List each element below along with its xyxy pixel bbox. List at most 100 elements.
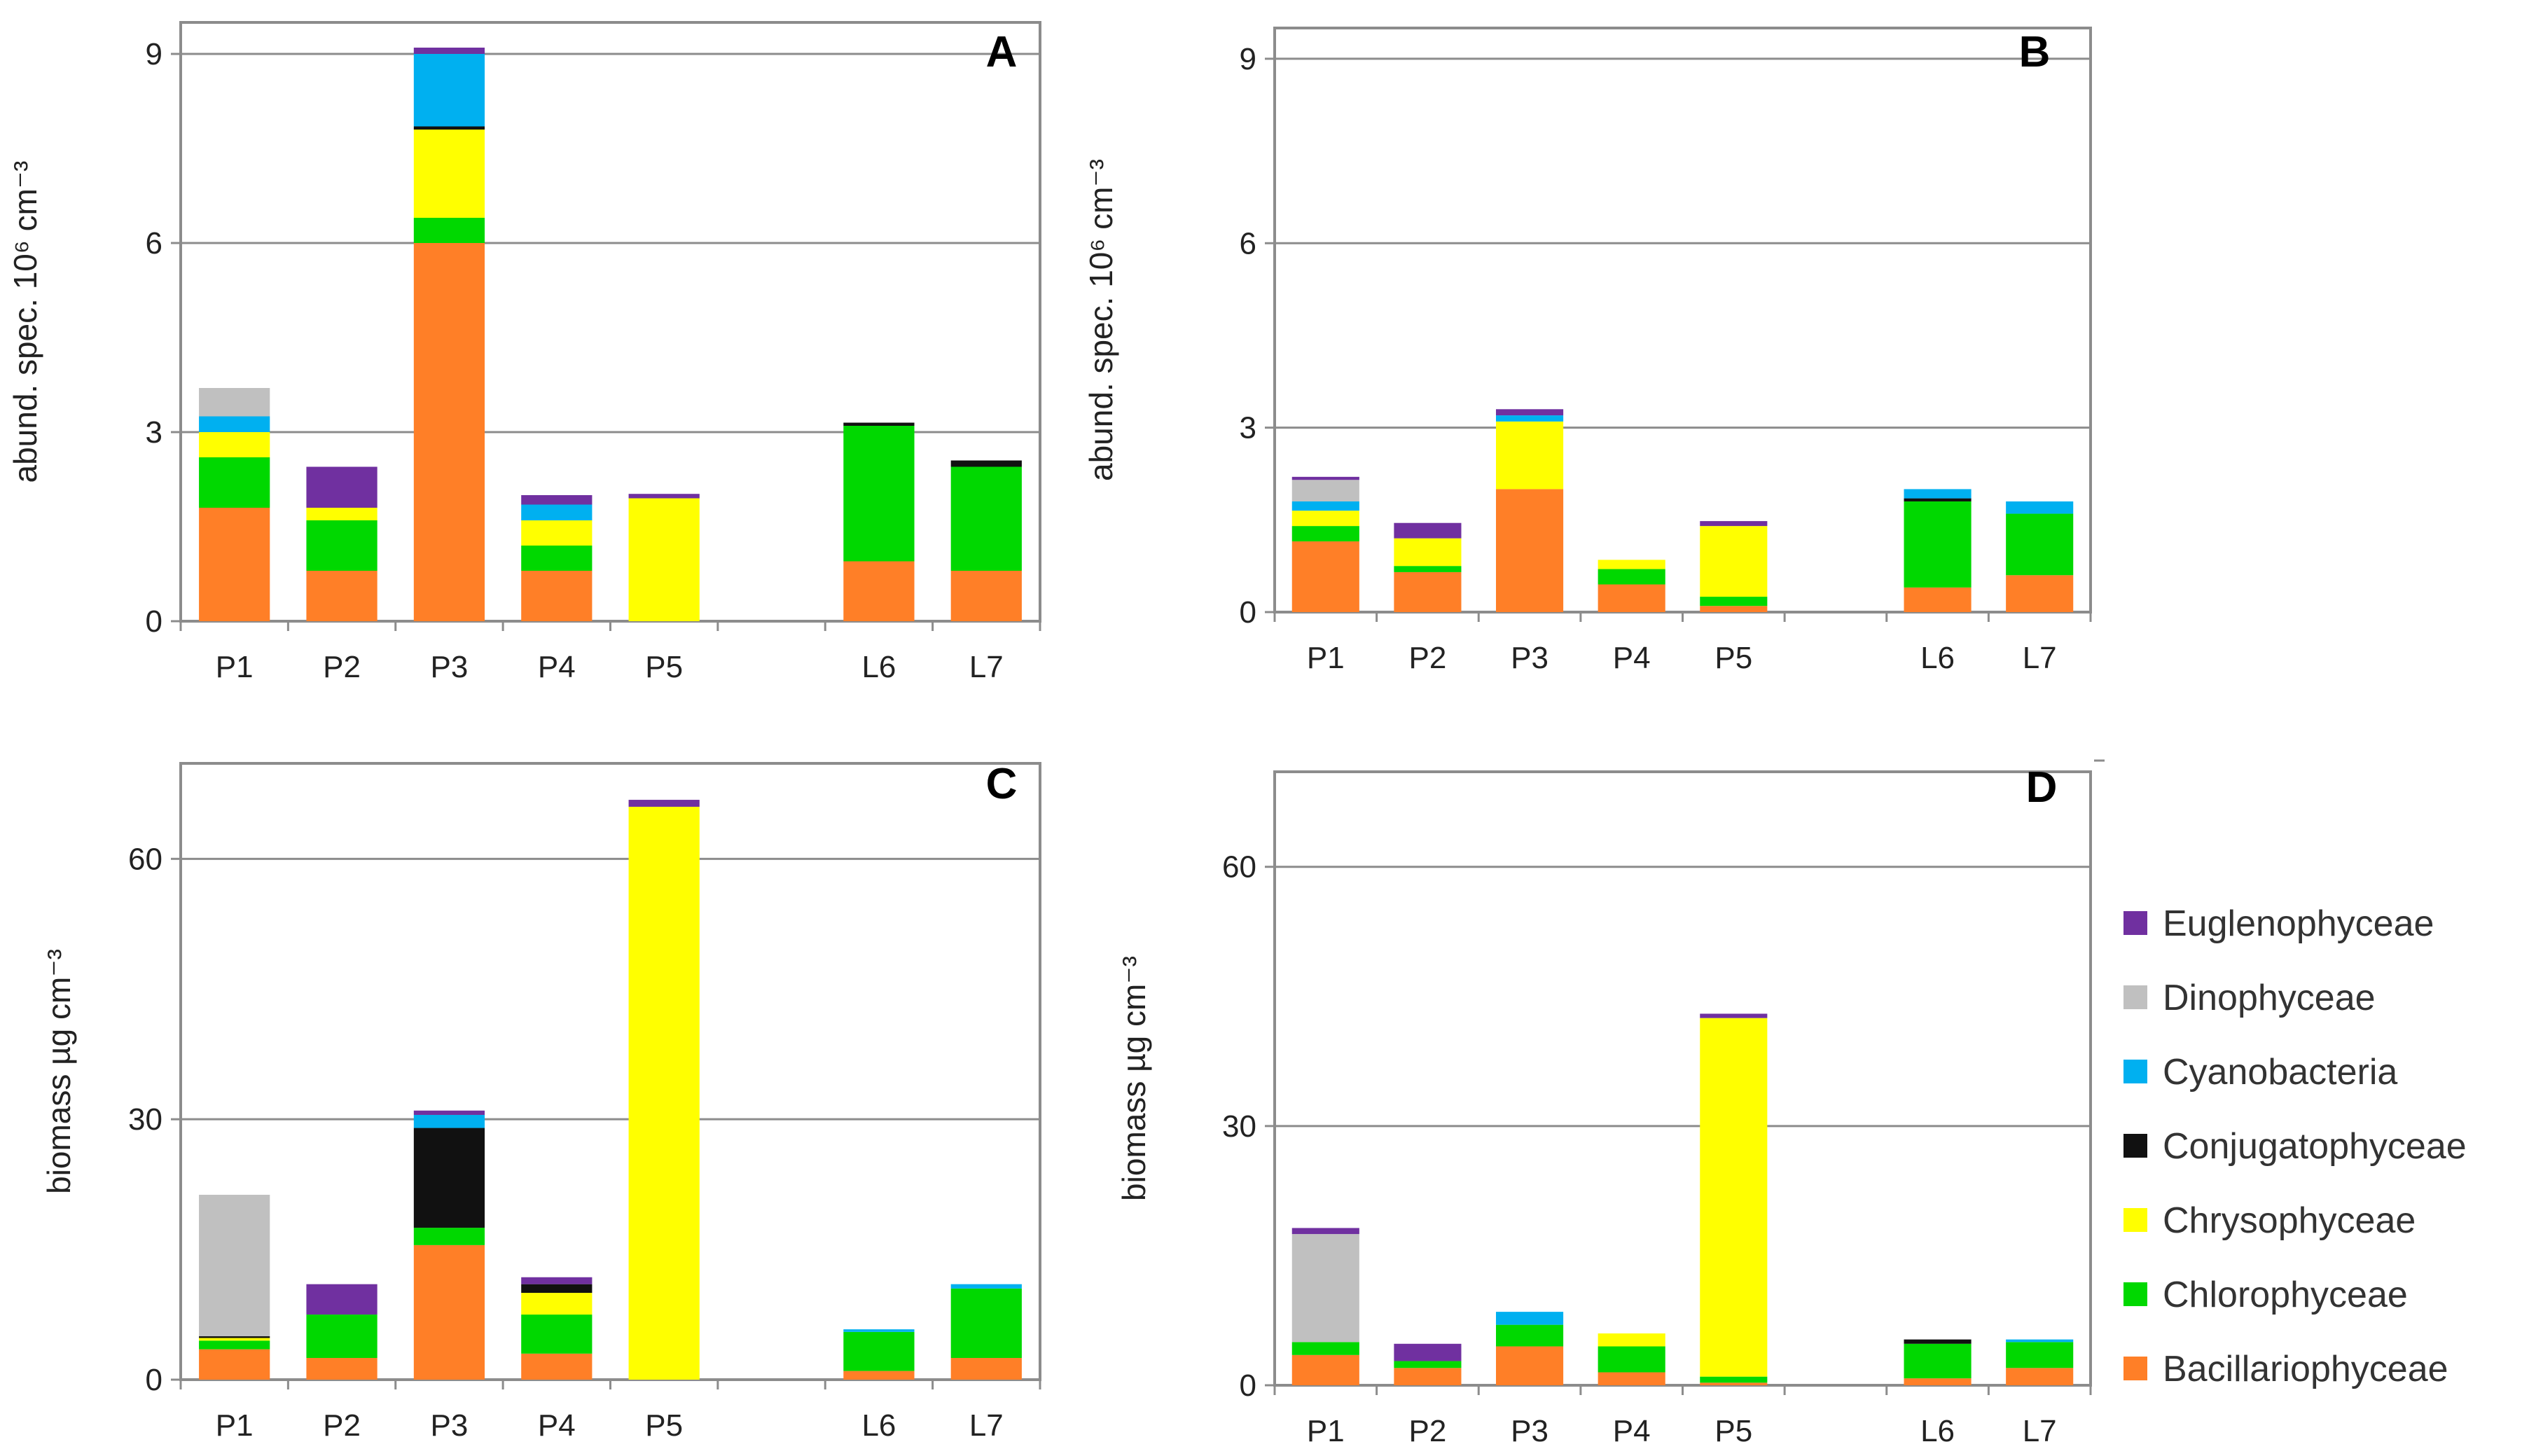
x-tick-label: P3 <box>431 650 469 684</box>
legend-label-bacillariophyceae: Bacillariophyceae <box>2163 1349 2448 1389</box>
bar-segment-cyanobacteria-p3 <box>413 54 485 127</box>
bar-segment-chlorophyceae-l6 <box>1904 1343 1972 1379</box>
bar-segment-chrysophyceae-p1 <box>199 432 270 457</box>
bar-segment-chrysophyceae-p5 <box>1700 1018 1768 1377</box>
bar-segment-chrysophyceae-p1 <box>1291 511 1359 527</box>
bar-segment-cyanobacteria-p3 <box>1496 415 1564 422</box>
bar-segment-chrysophyceae-p5 <box>628 498 700 621</box>
panel-letter: D <box>2026 763 2058 812</box>
panel-D: 0 30 60 P1 P2 P3 P4 P5 L6 L7 biomass µg cm⁻³ D <box>1116 763 2092 1448</box>
bar-segment-cyanobacteria-l7 <box>2006 501 2074 514</box>
y-tick-label: 6 <box>146 226 162 261</box>
legend-swatch-chlorophyceae <box>2123 1282 2147 1306</box>
y-axis-title: biomass µg cm⁻³ <box>1116 956 1152 1201</box>
bar-segment-bacillariophyceae-p2 <box>306 571 377 621</box>
x-tick-label: P5 <box>645 1408 683 1443</box>
bar-segment-euglenophyceae-p3 <box>413 48 485 54</box>
bar-segment-bacillariophyceae-p2 <box>1394 571 1462 612</box>
bar-segment-chlorophyceae-p4 <box>1598 1346 1665 1373</box>
bar-segment-chlorophyceae-l6 <box>843 1331 915 1371</box>
bar-segment-chrysophyceae-p4 <box>1598 1333 1665 1347</box>
bar-segment-euglenophyceae-p5 <box>628 494 700 499</box>
bar-segment-chlorophyceae-p3 <box>413 1228 485 1245</box>
legend-label-chlorophyceae: Chlorophyceae <box>2163 1275 2408 1315</box>
bar-segment-chlorophyceae-p5 <box>1700 1376 1768 1383</box>
bar-segment-bacillariophyceae-l7 <box>2006 1368 2074 1385</box>
bar-segment-chlorophyceae-l7 <box>950 466 1022 571</box>
x-tick-label: P2 <box>323 650 361 684</box>
x-tick-label: P5 <box>645 650 683 684</box>
y-tick-label: 9 <box>146 37 162 71</box>
bar-segment-chlorophyceae-p4 <box>521 546 593 571</box>
bar-segment-chrysophyceae-p3 <box>1496 421 1564 490</box>
bar-segment-bacillariophyceae-l7 <box>950 1358 1022 1380</box>
bar-segment-cyanobacteria-p1 <box>199 416 270 432</box>
bar-segment-conjugatophyceae-l6 <box>843 422 915 426</box>
bar-segment-euglenophyceae-p1 <box>1291 476 1359 480</box>
bar-segment-euglenophyceae-p3 <box>413 1110 485 1115</box>
y-tick-label: 60 <box>128 842 162 876</box>
bar-segment-euglenophyceae-p4 <box>521 1277 593 1284</box>
x-tick-label: L7 <box>969 650 1004 684</box>
bar-segment-conjugatophyceae-l7 <box>950 460 1022 467</box>
x-tick-label: P2 <box>323 1408 361 1443</box>
bar-segment-chlorophyceae-p4 <box>521 1315 593 1354</box>
y-tick-label: 60 <box>1222 850 1256 885</box>
bar-segment-chlorophyceae-p3 <box>1496 1324 1564 1347</box>
legend-swatch-cyanobacteria <box>2123 1060 2147 1083</box>
bar-segment-chrysophyceae-p2 <box>1394 538 1462 567</box>
x-tick-label: P5 <box>1714 641 1752 675</box>
y-axis-title: abund. spec. 10⁶ cm⁻³ <box>7 161 43 483</box>
bar-segment-bacillariophyceae-p4 <box>1598 584 1665 612</box>
legend: Euglenophyceae Dinophyceae Cyanobacteria Co… <box>2123 903 2467 1389</box>
panel-letter: B <box>2019 28 2051 76</box>
bar-segment-cyanobacteria-l7 <box>950 1284 1022 1289</box>
y-tick-label: 9 <box>1240 42 1256 76</box>
bar-segment-conjugatophyceae-p3 <box>413 126 485 130</box>
bar-segment-bacillariophyceae-p1 <box>199 1349 270 1380</box>
legend-swatch-euglenophyceae <box>2123 911 2147 935</box>
x-tick-label: P2 <box>1409 1414 1447 1448</box>
bar-segment-euglenophyceae-p1 <box>1291 1228 1359 1235</box>
bar-segment-conjugatophyceae-l6 <box>1904 1339 1972 1344</box>
bar-segment-cyanobacteria-l6 <box>1904 489 1972 499</box>
bar-segment-chlorophyceae-p4 <box>1598 569 1665 585</box>
panel-A: 0 3 6 9 P1 P2 P3 P4 P5 L6 L7 abund. spec. 10⁶ cm⁻³ A <box>7 21 1041 684</box>
bar-segment-chlorophyceae-p2 <box>306 520 377 571</box>
legend-label-conjugatophyceae: Conjugatophyceae <box>2163 1126 2467 1167</box>
bar-segment-euglenophyceae-p2 <box>1394 1343 1462 1361</box>
bar-segment-bacillariophyceae-p3 <box>1496 489 1564 612</box>
panel-B: 0 3 6 9 P1 P2 P3 P4 P5 L6 L7 abund. spec. 10⁶ cm⁻³ B <box>1083 27 2092 675</box>
bar-segment-cyanobacteria-l7 <box>2006 1339 2074 1343</box>
bar-segment-conjugatophyceae-p4 <box>521 1284 593 1294</box>
bar-segment-chlorophyceae-p1 <box>1291 526 1359 542</box>
plot-frame <box>1273 770 2092 1387</box>
bar-segment-euglenophyceae-p2 <box>306 466 377 508</box>
bar-segment-bacillariophyceae-l6 <box>1904 587 1972 612</box>
bar-segment-chlorophyceae-p1 <box>199 457 270 508</box>
y-tick-label: 0 <box>1240 595 1256 630</box>
bar-segment-bacillariophyceae-l7 <box>950 571 1022 621</box>
bar-segment-euglenophyceae-p5 <box>1700 521 1768 527</box>
bar-segment-cyanobacteria-p3 <box>1496 1312 1564 1325</box>
y-tick-label: 0 <box>146 1363 162 1397</box>
legend-label-chrysophyceae: Chrysophyceae <box>2163 1200 2416 1241</box>
y-tick-label: 30 <box>1222 1109 1256 1144</box>
legend-swatch-conjugatophyceae <box>2123 1134 2147 1158</box>
bar-segment-chlorophyceae-l7 <box>2006 1342 2074 1368</box>
bar-segment-dinophyceae-p1 <box>199 1195 270 1337</box>
x-tick-label: P3 <box>1511 641 1548 675</box>
bar-segment-bacillariophyceae-p1 <box>1291 541 1359 612</box>
bar-segment-bacillariophyceae-p3 <box>413 243 485 621</box>
y-tick-label: 0 <box>1240 1368 1256 1403</box>
bar-segment-chlorophyceae-l6 <box>843 426 915 562</box>
bar-segment-cyanobacteria-p3 <box>413 1114 485 1128</box>
x-tick-label: P4 <box>1613 1414 1651 1448</box>
bar-segment-bacillariophyceae-l7 <box>2006 575 2074 612</box>
bar-segment-euglenophyceae-p2 <box>1394 522 1462 539</box>
bar-segment-dinophyceae-p1 <box>199 388 270 417</box>
bar-segment-chlorophyceae-l7 <box>950 1288 1022 1359</box>
legend-label-cyanobacteria: Cyanobacteria <box>2163 1052 2397 1093</box>
panel-letter: A <box>986 28 1018 76</box>
